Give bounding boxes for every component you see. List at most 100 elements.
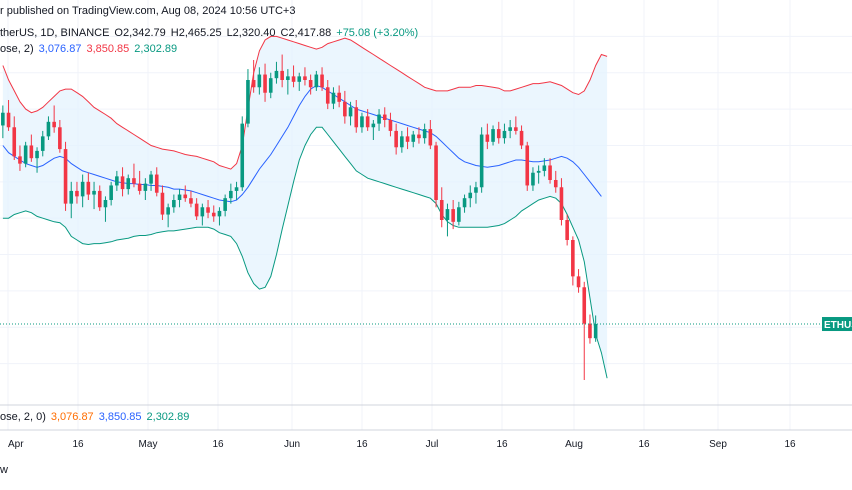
candle-43: [246, 69, 250, 128]
candle-body-71: [405, 136, 410, 142]
candle-75: [428, 120, 433, 150]
candle-82: [468, 185, 473, 208]
x-tick-5: 16: [356, 439, 368, 450]
candle-body-41: [234, 187, 239, 191]
candle-102: [582, 281, 587, 380]
candle-body-60: [343, 101, 347, 117]
candle-body-99: [565, 220, 569, 240]
candle-63: [360, 112, 364, 133]
candle-body-90: [514, 127, 518, 131]
candle-47: [268, 72, 273, 99]
candle-body-25: [143, 183, 148, 191]
bollinger-band-fill: [2, 36, 608, 379]
candle-27: [154, 167, 159, 197]
candle-body-96: [548, 165, 552, 180]
candle-17: [97, 185, 102, 211]
candle-body-85: [485, 134, 490, 142]
candle-body-7: [40, 136, 45, 151]
candle-46: [263, 63, 267, 102]
lower-pane-legend: ose, 2, 0) 3,076.87 3,850.85 2,302.89: [0, 411, 194, 423]
candle-body-33: [189, 198, 193, 204]
candlestick-series: [1, 54, 598, 380]
candle-body-74: [422, 129, 427, 139]
candle-51: [291, 65, 296, 88]
candle-body-19: [109, 185, 113, 200]
candle-10: [58, 120, 62, 153]
candle-8: [46, 116, 51, 140]
candle-body-66: [377, 114, 381, 124]
candle-body-27: [154, 174, 159, 193]
bb-lower-line: [2, 126, 608, 379]
candle-body-89: [508, 127, 512, 131]
candle-body-72: [411, 134, 416, 142]
x-tick-3: 16: [212, 439, 224, 450]
candle-30: [172, 194, 176, 213]
candle-26: [149, 170, 153, 191]
candle-0: [1, 105, 5, 139]
candle-body-22: [126, 178, 131, 190]
candle-body-36: [206, 207, 210, 213]
candle-3: [18, 145, 22, 171]
candle-body-29: [166, 207, 170, 215]
x-tick-11: 16: [784, 439, 796, 450]
x-tick-10: Sep: [709, 439, 727, 450]
candle-body-67: [382, 114, 387, 120]
candle-body-93: [531, 172, 535, 186]
candle-body-91: [519, 130, 524, 146]
candle-94: [536, 165, 541, 184]
bb-basis-line: [2, 84, 602, 203]
candle-body-80: [457, 207, 461, 222]
candle-62: [354, 100, 359, 133]
candle-body-59: [337, 92, 341, 102]
candle-body-23: [132, 178, 136, 184]
candle-41: [234, 181, 239, 200]
candle-body-51: [291, 76, 296, 82]
candle-71: [405, 127, 410, 150]
bottom-label: w: [0, 464, 8, 476]
candle-body-6: [35, 150, 39, 159]
candle-body-50: [286, 76, 290, 80]
candle-body-79: [451, 209, 455, 222]
lower-label[interactable]: ose, 2, 0): [0, 411, 46, 423]
candle-59: [337, 85, 341, 108]
time-axis[interactable]: Apr 16 May 16 Jun 16 Jul 16 Aug 16 Sep 16: [8, 439, 796, 450]
candle-50: [286, 69, 290, 95]
candle-body-37: [211, 212, 216, 217]
candle-73: [417, 127, 421, 144]
x-tick-7: 16: [496, 439, 508, 450]
candle-14: [80, 174, 85, 208]
candle-body-47: [268, 78, 273, 93]
candle-18: [103, 196, 108, 222]
candle-12: [69, 181, 74, 219]
candle-70: [400, 130, 404, 153]
candle-body-77: [439, 200, 444, 220]
candle-body-95: [542, 165, 547, 171]
candle-body-20: [115, 176, 119, 186]
candle-22: [126, 174, 131, 195]
candle-40: [229, 183, 233, 204]
candle-body-38: [217, 210, 222, 217]
candle-52: [297, 72, 302, 91]
candle-68: [388, 112, 393, 137]
candle-32: [183, 185, 188, 202]
candle-body-35: [200, 207, 205, 217]
candle-body-75: [428, 129, 433, 146]
candle-86: [491, 125, 495, 146]
candle-76: [434, 141, 438, 208]
candle-79: [451, 200, 455, 230]
candle-64: [365, 109, 370, 131]
candle-21: [120, 167, 125, 197]
candle-57: [325, 80, 330, 110]
candle-body-49: [280, 70, 284, 80]
candle-38: [217, 207, 222, 226]
candle-5: [29, 134, 34, 162]
candle-body-40: [229, 190, 233, 199]
candle-69: [394, 123, 398, 155]
price-tag: ETHUS: [822, 317, 852, 332]
symbol-info[interactable]: therUS, 1D, BINANCE: [0, 27, 110, 39]
bb-label[interactable]: ose, 2): [0, 43, 34, 55]
candle-101: [576, 269, 581, 293]
candle-body-86: [491, 129, 495, 142]
